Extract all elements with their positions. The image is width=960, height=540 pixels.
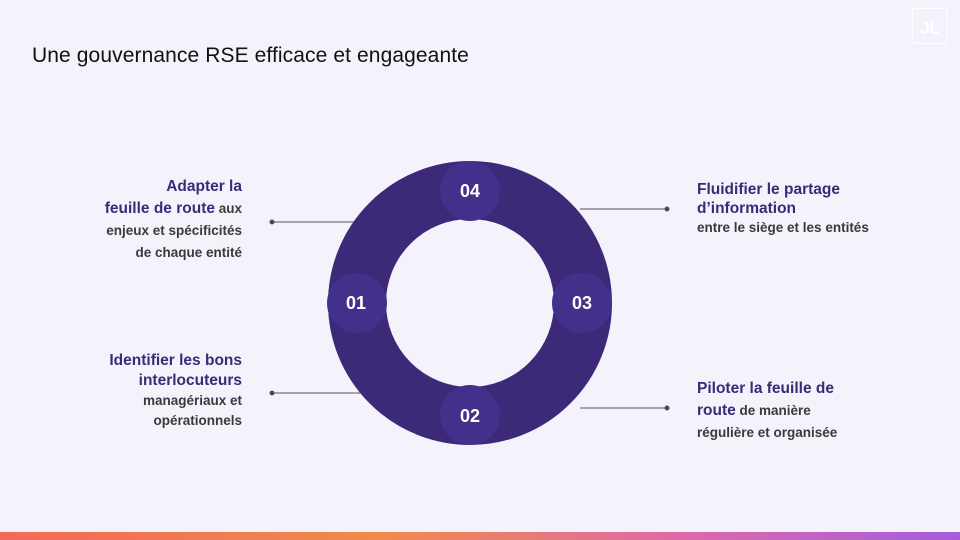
ring-number-01: 01 xyxy=(346,293,366,313)
ring-node-01 xyxy=(327,273,387,333)
connector-dot-4 xyxy=(664,405,670,411)
connector-dot-2 xyxy=(269,390,275,396)
brand-logo-icon: JL xyxy=(912,8,948,44)
svg-text:JL: JL xyxy=(920,19,940,38)
ring-node-02 xyxy=(440,385,500,445)
item-4-text: Piloter la feuille de route de manière r… xyxy=(697,380,838,440)
ring-node-04 xyxy=(440,161,500,221)
page-title: Une gouvernance RSE efficace et engagean… xyxy=(32,44,469,67)
ring-node-03 xyxy=(552,273,612,333)
footer-gradient-bar xyxy=(0,532,960,540)
ring-number-03: 03 xyxy=(572,293,592,313)
ring-number-02: 02 xyxy=(460,406,480,426)
item-3-text: Fluidifier le partage d’information entr… xyxy=(697,181,869,235)
ring-donut xyxy=(328,161,612,445)
item-1-text: Adapter la feuille de route aux enjeux e… xyxy=(104,178,242,260)
connector-dot-3 xyxy=(664,206,670,212)
connector-dot-1 xyxy=(269,219,275,225)
item-2-text: Identifier les bons interlocuteurs manag… xyxy=(109,352,242,428)
ring-number-04: 04 xyxy=(460,181,480,201)
